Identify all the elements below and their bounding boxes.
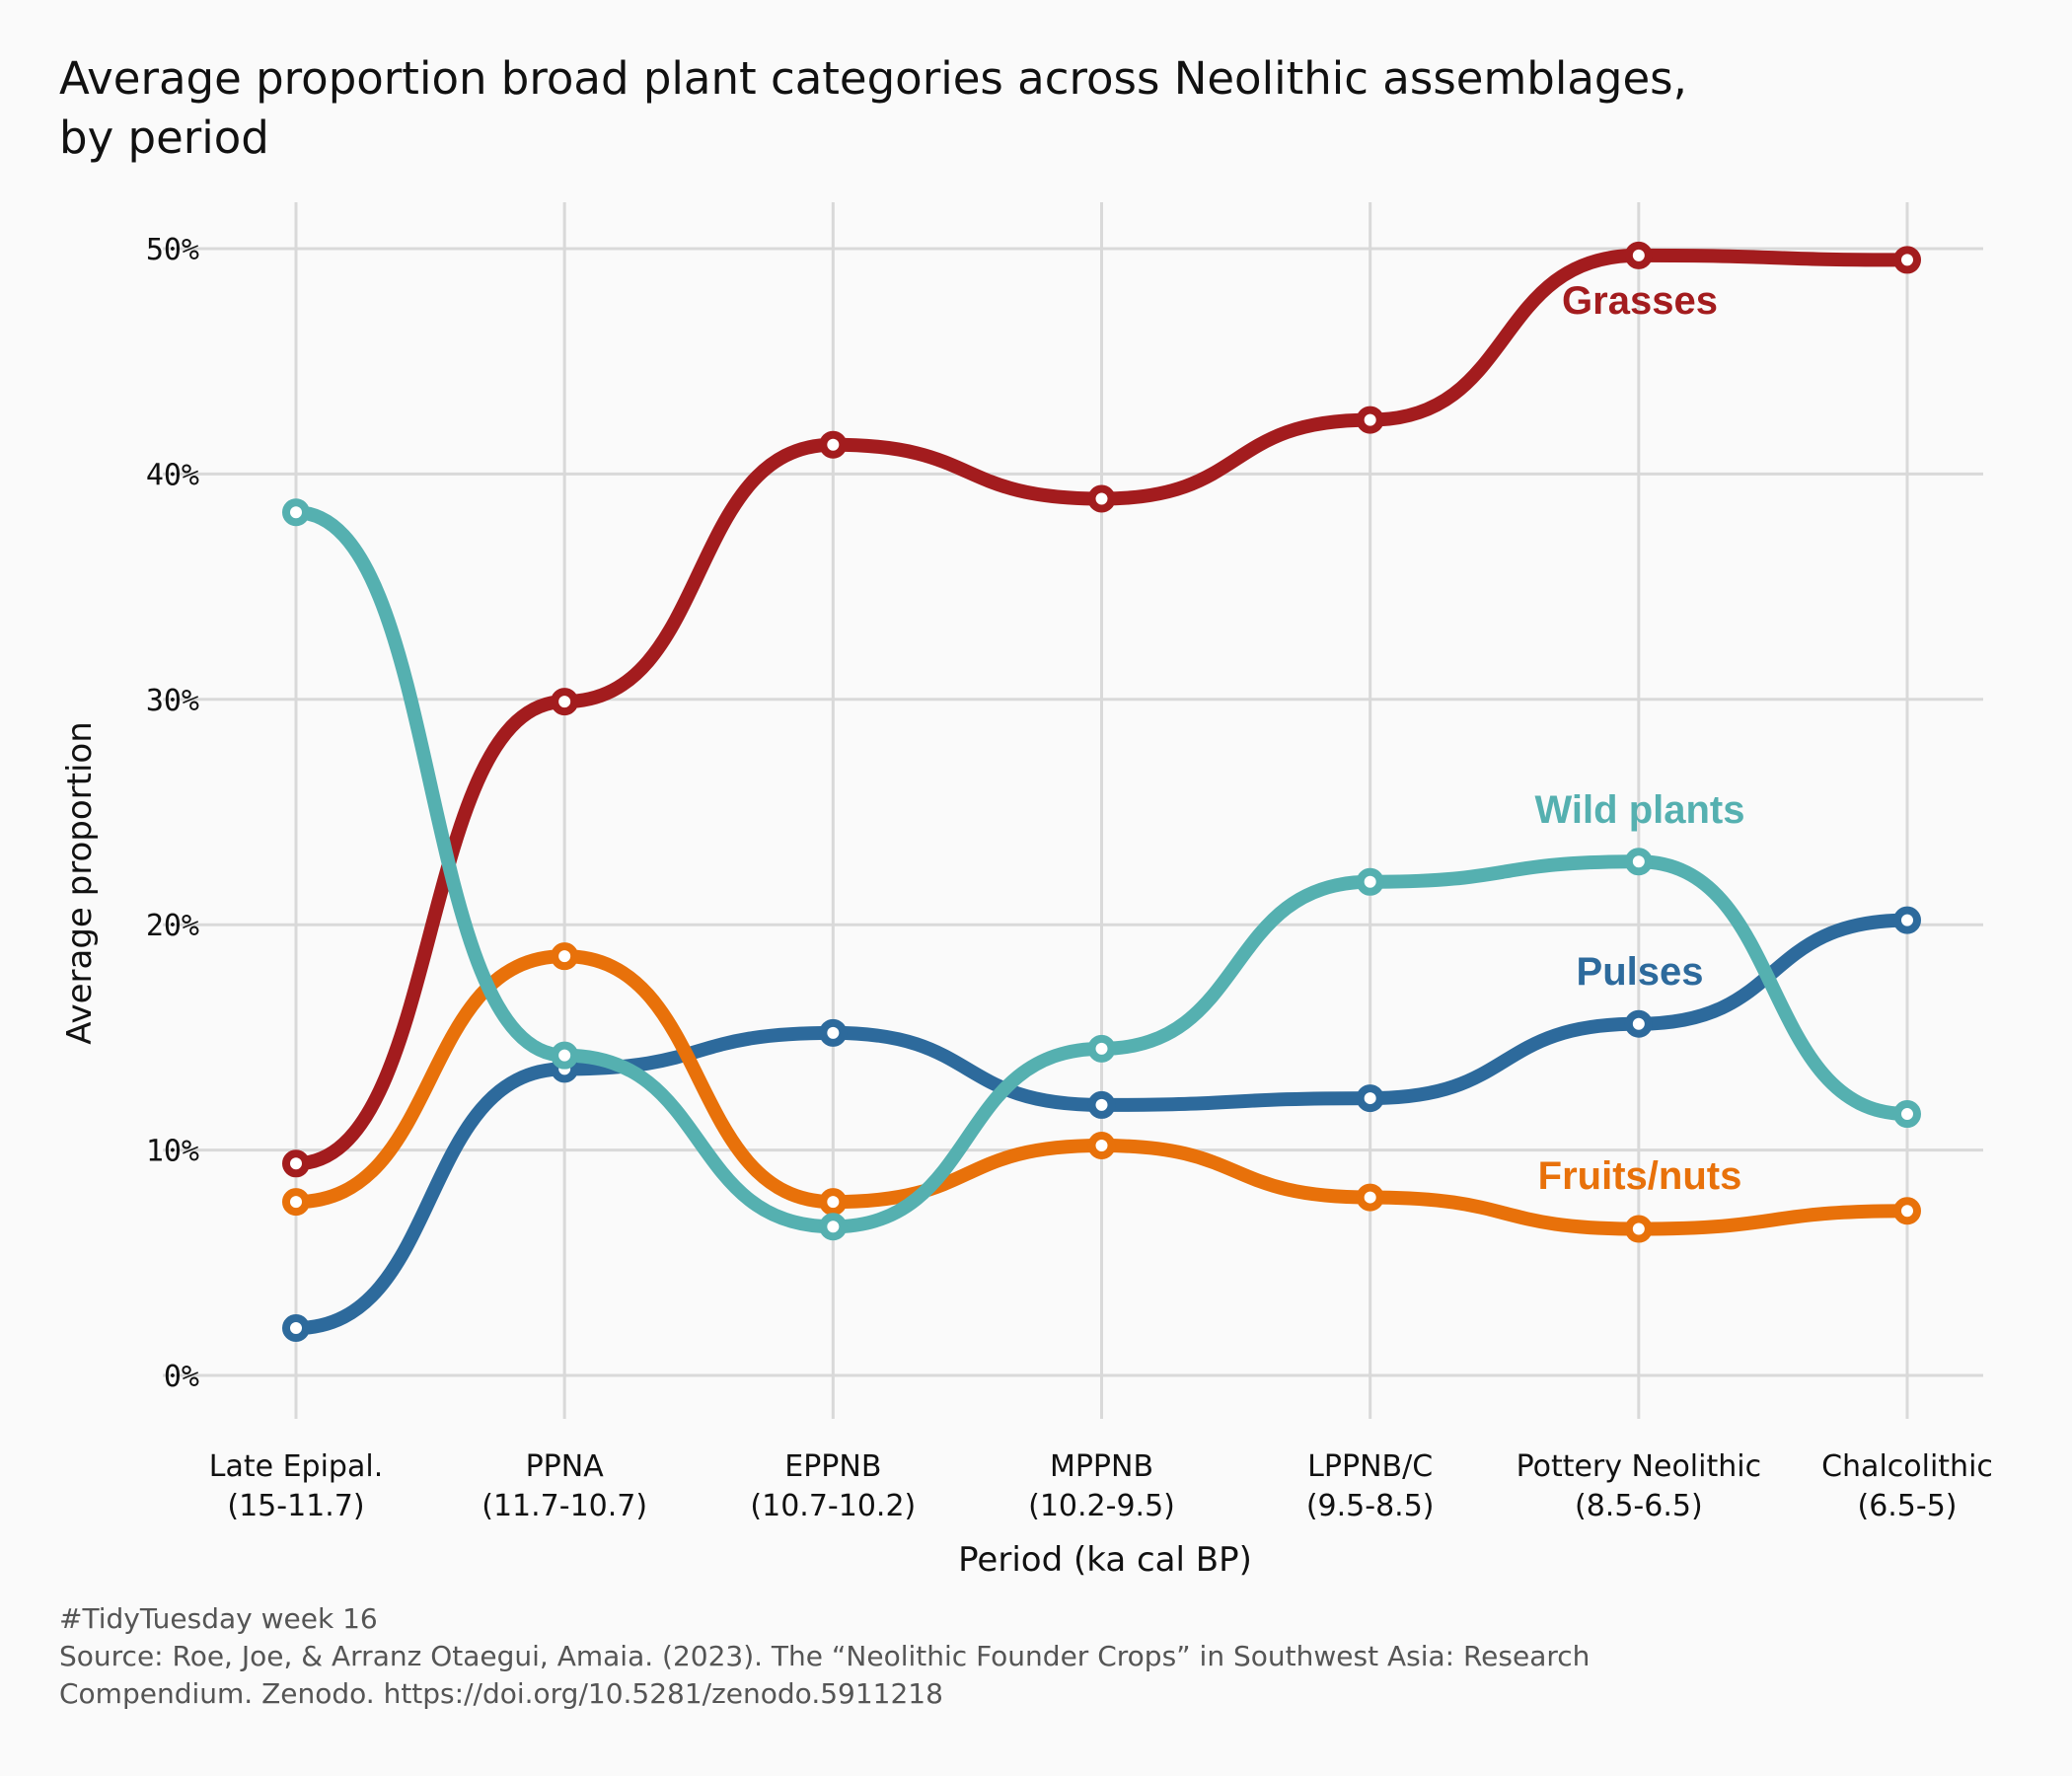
data-point <box>1087 1132 1116 1160</box>
y-axis-ticks: 0% 10% 20% 30% 40% 50% <box>146 233 199 1394</box>
x-tick-label: (15-11.7) <box>227 1489 364 1523</box>
data-point <box>1624 241 1653 269</box>
data-point <box>819 1213 848 1241</box>
x-tick-label: Late Epipal. <box>209 1449 383 1484</box>
y-tick-label: 50% <box>146 233 199 267</box>
data-point <box>819 1188 848 1217</box>
x-tick-label: Chalcolithic <box>1821 1449 1993 1484</box>
series-line <box>289 248 1914 1171</box>
data-point <box>551 688 579 716</box>
x-tick-label: (6.5-5) <box>1857 1489 1957 1523</box>
data-point <box>282 1314 310 1343</box>
y-tick-label: 0% <box>164 1360 199 1394</box>
data-point <box>1893 246 1921 274</box>
data-point <box>1893 906 1921 934</box>
data-point <box>1893 1197 1921 1225</box>
data-point <box>282 1149 310 1178</box>
data-point <box>551 1041 579 1070</box>
data-point <box>1893 1100 1921 1129</box>
data-point <box>1356 867 1384 896</box>
x-tick-label: (8.5-6.5) <box>1575 1489 1703 1523</box>
y-tick-label: 40% <box>146 458 199 492</box>
x-axis-label: Period (ka cal BP) <box>958 1540 1252 1580</box>
series-lines <box>282 241 1921 1343</box>
data-point <box>1624 1215 1653 1243</box>
x-tick-label: (10.2-9.5) <box>1028 1489 1175 1523</box>
x-tick-label: (11.7-10.7) <box>481 1489 647 1523</box>
caption-line: Compendium. Zenodo. https://doi.org/10.5… <box>59 1677 943 1710</box>
x-axis-ticks: Late Epipal. (15-11.7) PPNA (11.7-10.7) EPPN… <box>209 1449 1993 1523</box>
data-point <box>282 498 310 527</box>
data-point <box>1087 1090 1116 1119</box>
series-label: Pulses <box>1577 950 1704 994</box>
x-tick-label: Pottery Neolithic <box>1517 1449 1762 1484</box>
chart-title: Average proportion broad plant categorie… <box>59 52 1687 164</box>
y-tick-label: 10% <box>146 1135 199 1169</box>
caption: #TidyTuesday week 16 Source: Roe, Joe, & … <box>59 1602 1590 1710</box>
caption-line: Source: Roe, Joe, & Arranz Otaegui, Amai… <box>59 1640 1590 1672</box>
series-label: Fruits/nuts <box>1538 1154 1742 1198</box>
x-tick-label: LPPNB/C <box>1307 1449 1433 1484</box>
title-line: by period <box>59 111 269 164</box>
x-tick-label: PPNA <box>526 1449 605 1484</box>
data-point <box>1356 1084 1384 1113</box>
series-labels: Grasses Wild plants Pulses Fruits/nuts <box>1535 279 1745 1198</box>
data-point <box>819 430 848 459</box>
data-point <box>1087 1034 1116 1063</box>
data-point <box>819 1018 848 1047</box>
caption-line: #TidyTuesday week 16 <box>59 1602 378 1635</box>
data-point <box>1356 406 1384 434</box>
data-point <box>282 1188 310 1217</box>
data-point <box>1356 1183 1384 1212</box>
y-tick-label: 20% <box>146 909 199 943</box>
y-axis-label: Average proportion <box>60 721 100 1045</box>
series-label: Wild plants <box>1535 788 1745 832</box>
data-point <box>1624 848 1653 876</box>
x-tick-label: EPPNB <box>784 1449 881 1484</box>
series-label: Grasses <box>1562 279 1718 323</box>
data-point <box>1624 1009 1653 1038</box>
title-line: Average proportion broad plant categorie… <box>59 52 1687 105</box>
data-point <box>1087 484 1116 513</box>
series-line <box>289 949 1914 1236</box>
x-tick-label: MPPNB <box>1050 1449 1153 1484</box>
x-tick-label: (10.7-10.2) <box>750 1489 916 1523</box>
x-tick-label: (9.5-8.5) <box>1306 1489 1435 1523</box>
y-tick-label: 30% <box>146 684 199 718</box>
data-point <box>551 942 579 971</box>
